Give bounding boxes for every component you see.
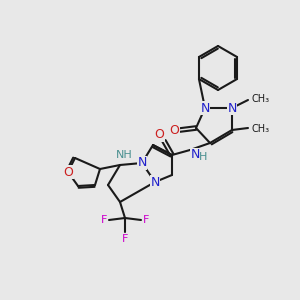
Text: N: N	[137, 157, 147, 169]
Text: CH₃: CH₃	[252, 124, 270, 134]
Text: N: N	[227, 101, 237, 115]
Text: O: O	[154, 128, 164, 142]
Text: F: F	[101, 215, 107, 225]
Text: NH: NH	[116, 150, 132, 160]
Text: O: O	[169, 124, 179, 136]
Text: F: F	[122, 234, 128, 244]
Text: N: N	[200, 101, 210, 115]
Text: N: N	[190, 148, 200, 161]
Text: CH₃: CH₃	[252, 94, 270, 104]
Text: H: H	[199, 152, 207, 162]
Text: O: O	[63, 166, 73, 178]
Text: F: F	[143, 215, 149, 225]
Text: N: N	[150, 176, 160, 188]
